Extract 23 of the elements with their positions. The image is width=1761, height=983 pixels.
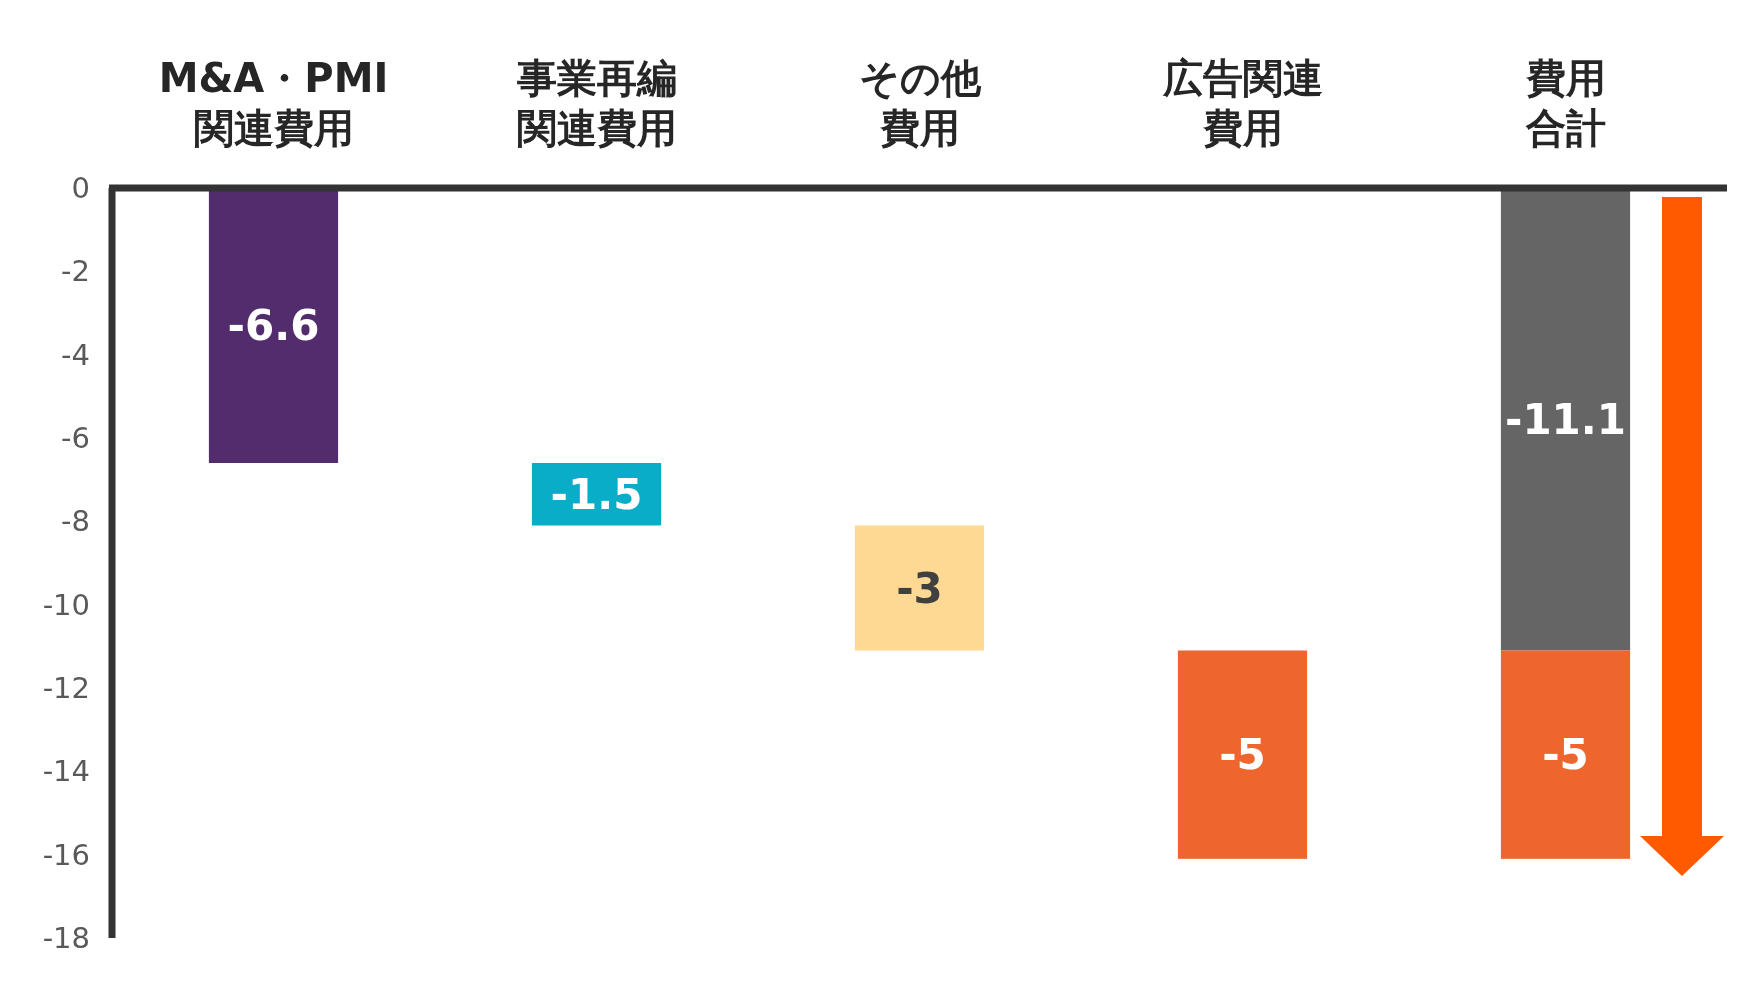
y-tick-label: -14 [42, 754, 90, 789]
y-tick-label: 0 [71, 171, 90, 206]
x-tick-label: 費用合計 [1524, 55, 1606, 151]
data-label: -11.1 [1504, 394, 1627, 444]
y-tick-label: -6 [61, 421, 90, 456]
y-tick-label: -12 [42, 671, 90, 706]
data-label: -5 [1542, 730, 1589, 780]
y-tick-label: -2 [61, 254, 90, 289]
data-label: -6.6 [227, 301, 320, 351]
y-tick-label: -16 [42, 837, 90, 872]
bar [854, 525, 985, 651]
y-tick-label: -18 [42, 921, 90, 956]
x-tick-label: その他費用 [858, 55, 982, 151]
bar [1500, 650, 1631, 859]
data-label: -5 [1219, 730, 1266, 780]
x-tick-label: 事業再編関連費用 [515, 55, 677, 151]
y-tick-label: -10 [42, 587, 90, 622]
data-label: -3 [896, 563, 943, 613]
y-tick-label: -4 [61, 337, 90, 372]
data-label: -1.5 [550, 469, 643, 519]
x-tick-label: 広告関連費用 [1161, 55, 1323, 151]
x-tick-label: M&A・PMI関連費用 [158, 55, 389, 151]
y-tick-label: -8 [61, 504, 90, 539]
